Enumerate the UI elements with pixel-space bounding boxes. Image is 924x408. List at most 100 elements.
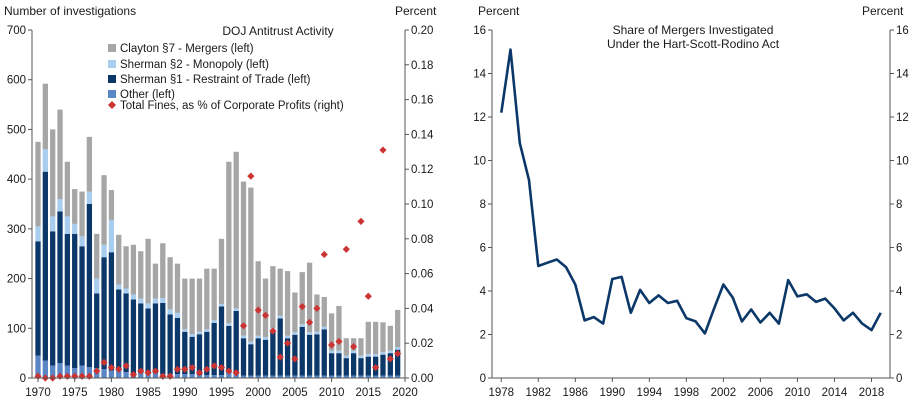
bar-segment	[292, 292, 298, 333]
bar-segment	[35, 141, 41, 227]
right-chart: Percent Percent Share of Mergers Investi…	[473, 4, 909, 399]
bar-segment	[314, 334, 320, 376]
bar-segment	[372, 321, 379, 355]
bar-segment	[174, 312, 181, 318]
right-y-tick-label: 4	[480, 286, 487, 298]
fines-point	[239, 322, 248, 330]
bar-segment	[299, 326, 305, 376]
bar-segment	[218, 303, 225, 307]
fines-point	[122, 362, 130, 370]
bar-segment	[138, 303, 144, 374]
bar-segment	[189, 278, 195, 335]
left-y2-tick-label: 0.02	[411, 338, 433, 350]
bar-segment	[101, 257, 107, 370]
fines-point	[247, 172, 255, 180]
bar-segment	[86, 367, 93, 378]
bar-segment	[138, 251, 144, 299]
legend-label-clayton: Clayton §7 - Mergers (left)	[120, 43, 254, 55]
fines-markers	[34, 146, 402, 382]
bar-segment	[277, 315, 283, 319]
bar-segment	[211, 268, 217, 321]
bar-segment	[79, 365, 85, 378]
right-y-tick-label: 2	[480, 330, 486, 342]
bar-segment	[336, 305, 342, 351]
bar-segment	[262, 375, 269, 378]
right-x-tick-label: 2006	[748, 387, 774, 399]
right-x-tick-label: 1994	[637, 387, 663, 399]
left-y-axis-title: Number of investigations	[4, 4, 136, 18]
right-x-tick-label: 1982	[525, 387, 551, 399]
bar-segment	[395, 349, 401, 376]
bar-segment	[277, 375, 283, 378]
fines-point	[291, 355, 299, 363]
bar-segment	[306, 332, 313, 335]
right-y2-tick-label: 2	[896, 330, 902, 342]
bar-segment	[123, 293, 129, 373]
bar-segment	[57, 109, 63, 200]
left-y-tick-label: 700	[7, 25, 26, 37]
bar-segment	[321, 326, 327, 330]
bar-segment	[174, 374, 181, 378]
bar-segment	[57, 211, 63, 364]
left-y-tick-label: 100	[7, 323, 26, 335]
bar-segment	[248, 341, 254, 345]
bar-segment	[233, 308, 239, 311]
right-y-tick-label: 6	[480, 243, 486, 255]
bar-segment	[255, 335, 261, 339]
bar-segment	[189, 374, 195, 378]
right-x-tick-label: 2010	[785, 387, 811, 399]
bar-segment	[372, 354, 379, 357]
right-y2-tick-label: 14	[896, 69, 909, 81]
left-y-ticks: 0 100 200 300 400 500 600 700	[7, 25, 32, 385]
bar-segment	[42, 149, 48, 172]
left-y2-tick-label: 0.08	[411, 234, 433, 246]
fines-point	[320, 250, 328, 259]
bar-segment	[284, 335, 291, 339]
legend-label-sherman1: Sherman §1 - Restraint of Trade (left)	[120, 74, 311, 86]
hsr-share-line	[500, 48, 882, 335]
fines-point	[225, 367, 233, 375]
fines-point	[137, 367, 145, 375]
bar-segment	[72, 223, 78, 234]
bar-segment	[79, 236, 85, 247]
bar-segment	[86, 136, 93, 192]
right-x-ticks: 1978 1982 1986 1990 1994 1998 2002 2006 2010 2014…	[488, 378, 884, 399]
bar-segment	[145, 238, 151, 304]
right-chart-title: Share of Mergers Investigated	[613, 23, 774, 37]
bar-segment	[152, 303, 159, 374]
fines-point	[188, 363, 196, 372]
fines-point	[195, 369, 204, 377]
left-x-tick-label: 2010	[319, 387, 345, 399]
bar-segment	[123, 372, 129, 378]
right-y-tick-label: 16	[473, 25, 486, 37]
left-y2-tick-label: 0.06	[411, 269, 433, 281]
bar-segment	[321, 329, 327, 376]
left-x-tick-label: 2005	[282, 387, 308, 399]
fines-point	[254, 306, 262, 314]
bar-segment	[182, 331, 188, 375]
bar-segment	[138, 373, 144, 378]
right-y2-tick-label: 6	[896, 243, 902, 255]
fines-point	[144, 369, 152, 377]
right-y-tick-label: 14	[473, 69, 486, 81]
fines-point	[115, 365, 123, 373]
bar-segment	[365, 354, 371, 357]
fines-point	[203, 365, 211, 373]
bar-segment	[284, 375, 291, 378]
right-y2-ticks: 0 2 4 6 8 10 12 14 16	[890, 25, 909, 385]
bar-segment	[248, 187, 254, 342]
bar-segment	[196, 331, 203, 335]
bar-segment	[343, 358, 349, 376]
left-chart: Number of investigations Percent DOJ Ant…	[4, 4, 437, 399]
left-y2-tick-label: 0.04	[411, 303, 434, 315]
bar-segment	[365, 356, 371, 376]
bar-segment	[336, 350, 342, 354]
bar-segment	[336, 353, 342, 376]
bar-segment	[57, 199, 63, 212]
bar-segment	[167, 309, 173, 315]
fines-point	[173, 365, 182, 373]
bar-segment	[211, 322, 217, 376]
bar-segment	[108, 219, 115, 253]
bar-segment	[64, 365, 71, 378]
